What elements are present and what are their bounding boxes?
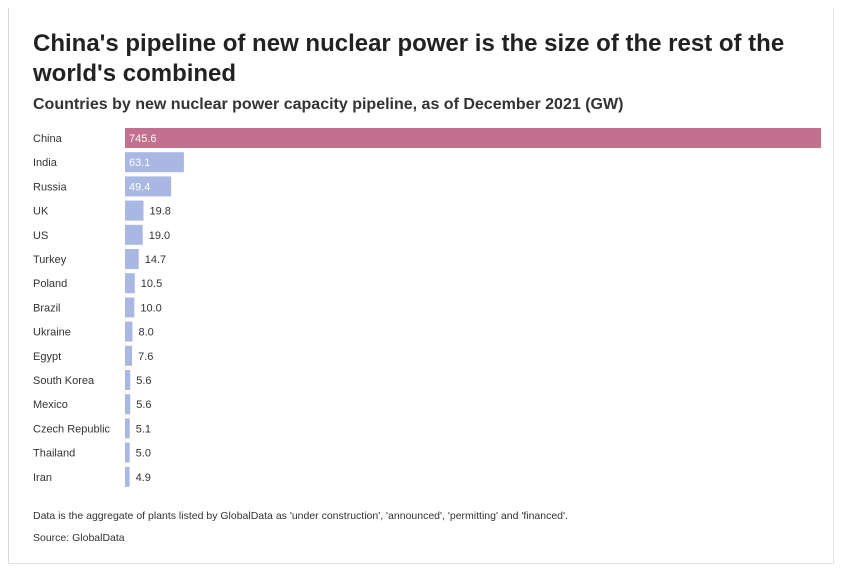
category-label-poland: Poland — [33, 278, 67, 290]
category-label-iran: Iran — [33, 472, 52, 484]
value-label-mexico: 5.6 — [136, 399, 151, 411]
bar-egypt — [125, 345, 133, 366]
bar-turkey — [125, 249, 139, 269]
bar-poland — [125, 273, 135, 294]
bar-russia — [125, 176, 172, 197]
value-label-poland: 10.5 — [141, 278, 162, 290]
category-label-us: US — [33, 230, 48, 242]
category-label-ukraine: Ukraine — [33, 327, 71, 339]
bar-iran — [125, 466, 130, 487]
bar-mexico — [125, 394, 131, 415]
category-label-brazil: Brazil — [33, 302, 61, 314]
value-label-us: 19.0 — [149, 230, 170, 242]
value-label-china: 745.6 — [129, 133, 157, 145]
value-label-czech-republic: 5.1 — [136, 423, 151, 435]
bar-us — [125, 224, 143, 245]
value-label-egypt: 7.6 — [138, 351, 153, 363]
value-label-ukraine: 8.0 — [138, 327, 153, 339]
category-label-egypt: Egypt — [33, 351, 61, 363]
chart-subtitle: Countries by new nuclear power capacity … — [33, 96, 624, 113]
category-label-india: India — [33, 157, 58, 169]
value-label-turkey: 14.7 — [145, 254, 166, 266]
value-label-uk: 19.8 — [149, 206, 170, 218]
chart-frame — [8, 8, 834, 564]
chart-source: Source: GlobalData — [33, 532, 125, 544]
category-label-czech-republic: Czech Republic — [33, 423, 111, 435]
chart-title: China's pipeline of new nuclear power is… — [33, 30, 785, 87]
bar-chart: China 745.6 India 63.1 Russia 49.4 UK 19.8 US 19.… — [33, 128, 821, 487]
bar-thailand — [125, 442, 130, 463]
category-label-russia: Russia — [33, 181, 68, 193]
bar-india — [125, 152, 184, 173]
bar-brazil — [125, 297, 135, 318]
chart-note: Data is the aggregate of plants listed b… — [33, 510, 568, 522]
category-label-south-korea: South Korea — [33, 375, 95, 387]
bar-south-korea — [125, 370, 131, 390]
value-label-russia: 49.4 — [129, 181, 150, 193]
category-label-turkey: Turkey — [33, 254, 67, 266]
value-label-iran: 4.9 — [136, 472, 151, 484]
value-label-india: 63.1 — [129, 157, 150, 169]
value-label-brazil: 10.0 — [140, 302, 161, 314]
category-label-china: China — [33, 133, 63, 145]
category-label-mexico: Mexico — [33, 399, 68, 411]
value-label-south-korea: 5.6 — [136, 375, 151, 387]
value-label-thailand: 5.0 — [136, 448, 151, 460]
category-label-thailand: Thailand — [33, 448, 75, 460]
bar-uk — [125, 200, 144, 221]
bar-czech-republic — [125, 418, 130, 439]
category-label-uk: UK — [33, 206, 49, 218]
bar-china — [125, 128, 821, 148]
bar-ukraine — [125, 321, 133, 342]
